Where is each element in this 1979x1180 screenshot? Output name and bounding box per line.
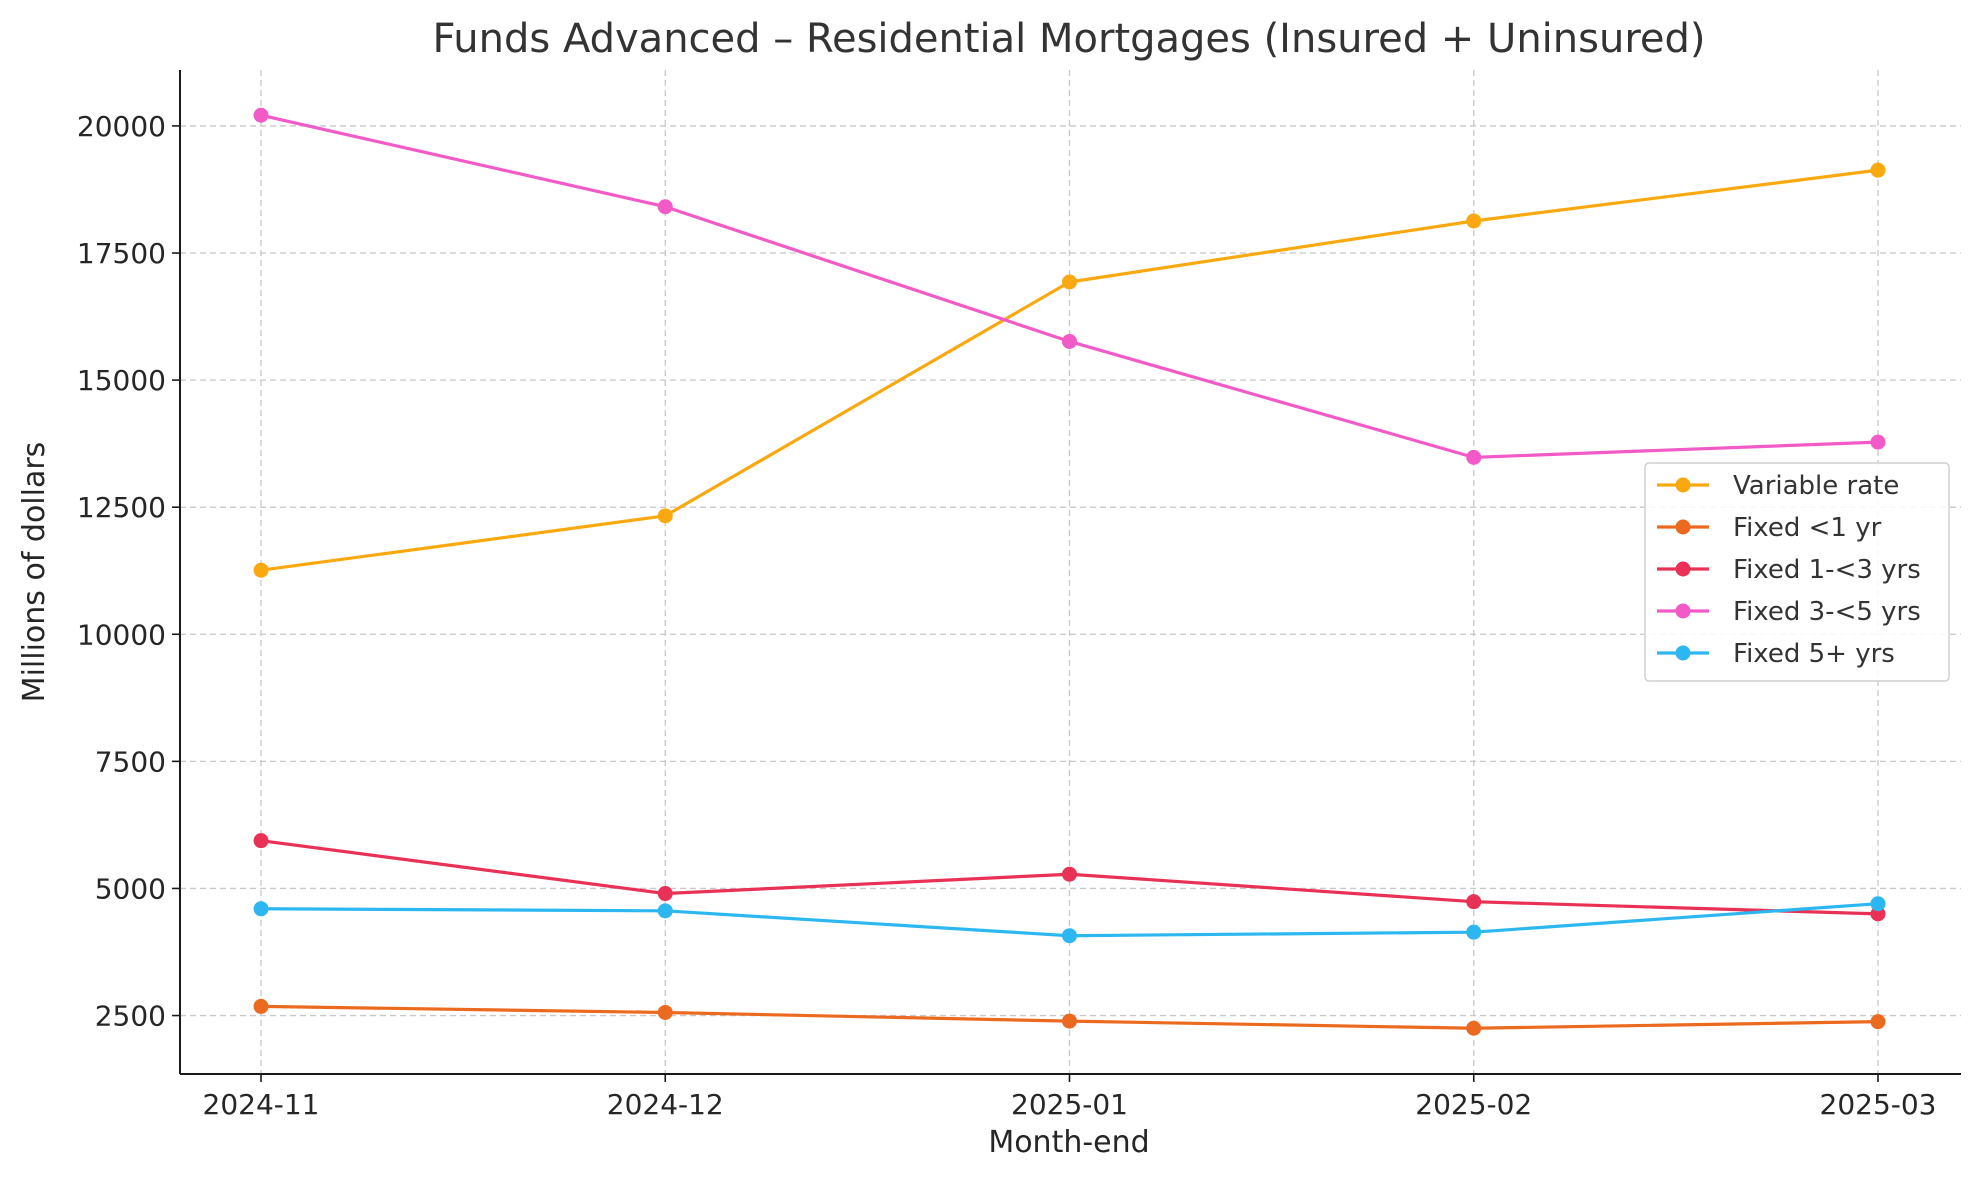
data-point: [657, 199, 673, 215]
data-point: [1466, 924, 1482, 940]
legend: Variable rate Fixed <1 yr Fixed 1-<3 yrs Fi…: [1644, 462, 1950, 682]
data-point: [657, 903, 673, 919]
legend-frame: [1644, 462, 1950, 682]
legend-label: Fixed 3-<5 yrs: [1733, 597, 1921, 627]
legend-item: Variable rate: [1657, 471, 1899, 501]
y-tick-label: 10000: [77, 618, 166, 651]
y-tick-label: 17500: [77, 237, 166, 270]
y-tick-label: 7500: [95, 745, 166, 778]
data-point: [1466, 213, 1482, 229]
x-tick-label: 2025-02: [1415, 1088, 1532, 1121]
legend-swatch-marker: [1675, 519, 1691, 535]
data-point: [1870, 434, 1886, 450]
data-point: [1062, 274, 1077, 290]
data-point: [253, 107, 269, 123]
x-tick-label: 2025-01: [1011, 1088, 1128, 1121]
data-point: [657, 508, 673, 524]
x-tick-label: 2024-11: [203, 1088, 320, 1121]
data-point: [1870, 896, 1886, 912]
series-lines: [253, 107, 1886, 1036]
y-axis-title: Millions of dollars: [17, 442, 52, 703]
chart-title: Funds Advanced – Residential Mortgages (…: [432, 16, 1705, 62]
series-2: [253, 833, 1886, 922]
data-point: [1062, 1013, 1077, 1029]
data-point: [1466, 894, 1482, 910]
legend-swatch-marker: [1675, 477, 1691, 493]
y-tick-label: 5000: [95, 872, 166, 905]
y-tick-label: 20000: [77, 110, 166, 143]
legend-label: Variable rate: [1733, 471, 1899, 501]
legend-label: Fixed 5+ yrs: [1733, 639, 1895, 669]
series-4: [253, 896, 1886, 944]
series-3: [253, 107, 1886, 465]
data-point: [657, 886, 673, 902]
data-point: [253, 833, 269, 849]
series-0: [253, 162, 1886, 578]
series-1: [253, 998, 1886, 1036]
data-point: [1062, 928, 1077, 944]
legend-label: Fixed 1-<3 yrs: [1733, 555, 1921, 585]
legend-item: Fixed 1-<3 yrs: [1657, 555, 1921, 585]
data-point: [657, 1004, 673, 1020]
x-axis-title: Month-end: [988, 1125, 1149, 1160]
y-tick-label: 2500: [95, 1000, 166, 1033]
data-point: [253, 998, 269, 1014]
y-tick-label: 12500: [77, 491, 166, 524]
data-point: [253, 901, 269, 917]
legend-item: Fixed <1 yr: [1657, 513, 1882, 543]
data-point: [1870, 162, 1886, 178]
data-point: [1466, 449, 1482, 465]
y-tick-label: 15000: [77, 364, 166, 397]
legend-swatch-marker: [1675, 603, 1691, 619]
data-point: [1466, 1020, 1482, 1036]
data-point: [253, 562, 269, 578]
data-point: [1062, 866, 1077, 882]
legend-label: Fixed <1 yr: [1733, 513, 1882, 543]
data-point: [1870, 1014, 1886, 1030]
x-tick-label: 2025-03: [1820, 1088, 1937, 1121]
legend-item: Fixed 3-<5 yrs: [1657, 597, 1921, 627]
legend-item: Fixed 5+ yrs: [1657, 639, 1895, 669]
data-point: [1062, 333, 1077, 349]
x-tick-label: 2024-12: [607, 1088, 724, 1121]
legend-swatch-marker: [1675, 645, 1691, 661]
axes: 2500 5000 7500 10000 12500 15000 17500 20000 202…: [77, 70, 1961, 1121]
legend-swatch-marker: [1675, 561, 1691, 577]
